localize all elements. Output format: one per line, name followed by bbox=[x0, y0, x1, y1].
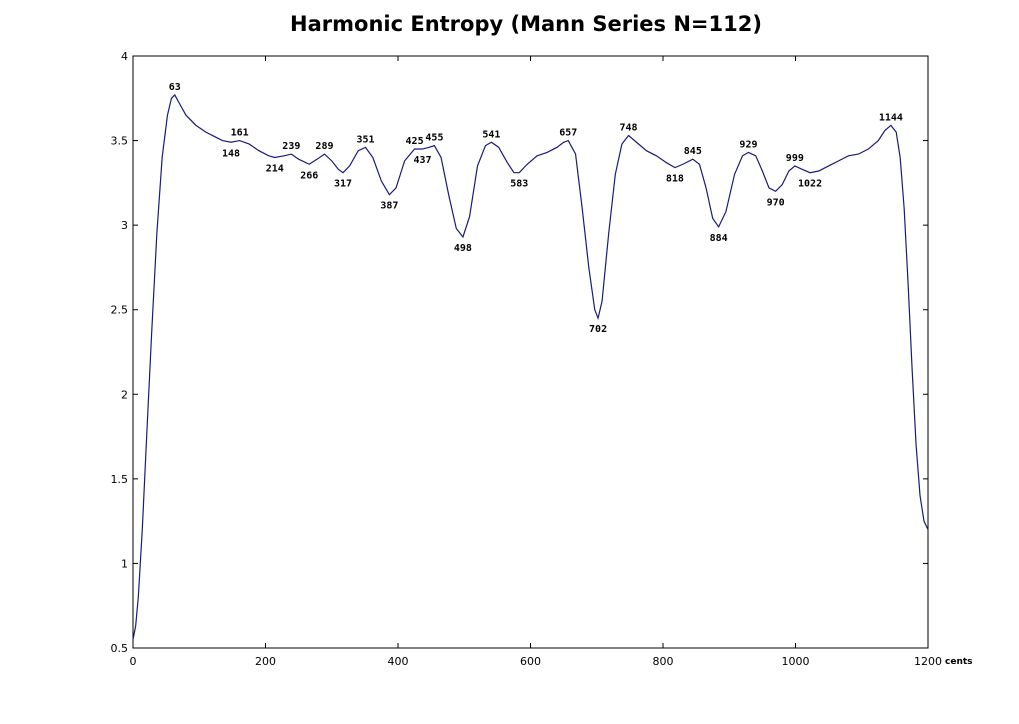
x-axis-unit-label: cents bbox=[945, 657, 973, 667]
data-label-437: 437 bbox=[413, 155, 431, 166]
x-tick-label: 400 bbox=[388, 655, 409, 668]
data-label-1022: 1022 bbox=[798, 179, 822, 190]
data-label-148: 148 bbox=[222, 148, 240, 159]
data-label-266: 266 bbox=[300, 170, 318, 181]
y-tick-label: 3.5 bbox=[111, 135, 129, 148]
y-tick-label: 2.5 bbox=[111, 304, 129, 317]
entropy-series-line bbox=[132, 93, 929, 640]
y-tick-label: 1.5 bbox=[111, 473, 129, 486]
data-label-351: 351 bbox=[357, 134, 375, 145]
axes: 0 200 400 600 800 1000 1200 0.5 1 1.5 2 2.5 3 3.5 4 bbox=[111, 50, 943, 668]
peak-trough-labels: 63 148 161 214 239 266 289 317 351 387 425 437 455 49… bbox=[169, 82, 903, 335]
x-tick-label: 800 bbox=[653, 655, 674, 668]
data-label-239: 239 bbox=[282, 141, 300, 152]
data-label-845: 845 bbox=[684, 146, 702, 157]
data-label-999: 999 bbox=[786, 153, 804, 164]
y-tick-label: 0.5 bbox=[111, 642, 129, 655]
plot-area bbox=[132, 55, 929, 649]
chart-title: Harmonic Entropy (Mann Series N=112) bbox=[290, 12, 762, 36]
y-tick-label: 4 bbox=[121, 50, 128, 63]
data-label-541: 541 bbox=[482, 129, 500, 140]
data-label-425: 425 bbox=[406, 136, 424, 147]
y-tick-label: 2 bbox=[121, 388, 128, 401]
data-label-970: 970 bbox=[767, 197, 785, 208]
data-label-387: 387 bbox=[380, 201, 398, 212]
data-label-929: 929 bbox=[739, 139, 757, 150]
data-label-748: 748 bbox=[620, 122, 638, 133]
data-label-317: 317 bbox=[334, 179, 352, 190]
data-label-498: 498 bbox=[454, 243, 472, 254]
data-label-63: 63 bbox=[169, 82, 181, 93]
data-label-161: 161 bbox=[231, 128, 249, 139]
data-label-214: 214 bbox=[266, 163, 284, 174]
data-label-583: 583 bbox=[510, 179, 528, 190]
x-tick-label: 200 bbox=[255, 655, 276, 668]
x-tick-label: 1000 bbox=[782, 655, 810, 668]
data-label-289: 289 bbox=[315, 141, 333, 152]
data-label-455: 455 bbox=[425, 133, 443, 144]
data-label-657: 657 bbox=[559, 128, 577, 139]
x-tick-label: 600 bbox=[520, 655, 541, 668]
data-label-884: 884 bbox=[710, 233, 728, 244]
data-label-702: 702 bbox=[589, 324, 607, 335]
x-tick-label: 0 bbox=[130, 655, 137, 668]
y-tick-label: 3 bbox=[121, 219, 128, 232]
data-label-818: 818 bbox=[666, 174, 684, 185]
data-label-1144: 1144 bbox=[879, 112, 903, 123]
x-tick-label: 1200 bbox=[914, 655, 942, 668]
y-tick-label: 1 bbox=[121, 557, 128, 570]
